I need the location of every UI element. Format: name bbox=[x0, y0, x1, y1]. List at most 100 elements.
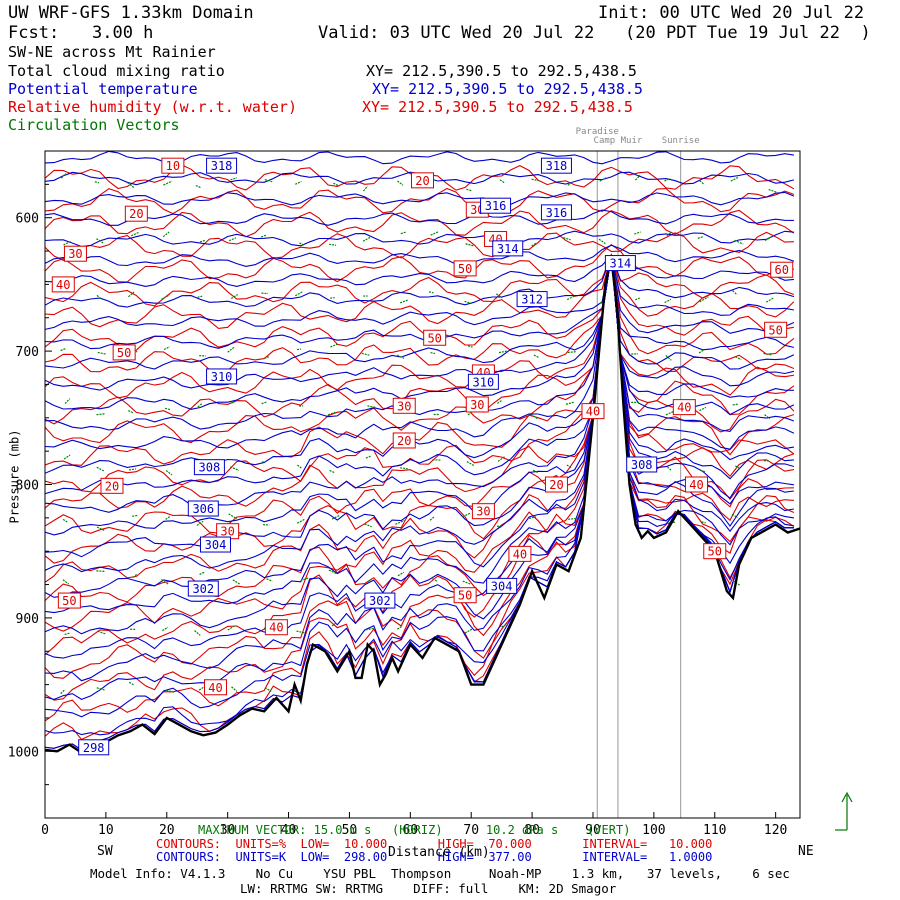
x-tick-label: 40 bbox=[281, 823, 297, 838]
circulation-vector bbox=[199, 571, 206, 576]
physics-info: LW: RRTMG SW: RRTMG DIFF: full KM: 2D Sm… bbox=[240, 881, 617, 896]
circulation-vector bbox=[635, 174, 641, 181]
rh-contour-label-box bbox=[672, 399, 696, 416]
theta-contour-line bbox=[45, 255, 794, 614]
rh-contour-line bbox=[45, 255, 795, 376]
circulation-vector bbox=[162, 231, 170, 238]
theta-contour-label: 310 bbox=[473, 375, 495, 389]
circulation-vector bbox=[96, 238, 104, 244]
theta-contour-label-box bbox=[516, 291, 548, 308]
circulation-vector bbox=[161, 294, 171, 300]
rh-contour-label-box bbox=[100, 477, 124, 494]
theta-contour-label-box bbox=[206, 157, 238, 174]
marker-label: Camp Muir bbox=[594, 136, 643, 146]
rh-contour-label-box bbox=[264, 619, 288, 636]
theta-contour-line bbox=[45, 254, 795, 330]
rh-contour-label-box bbox=[581, 403, 605, 420]
theta-contour-line bbox=[45, 255, 795, 410]
circulation-vector bbox=[464, 300, 473, 305]
circulation-vector bbox=[464, 628, 473, 634]
circulation-vector bbox=[501, 622, 510, 628]
circulation-vector bbox=[165, 515, 171, 520]
circulation-vector bbox=[428, 291, 434, 294]
rh-contour-line bbox=[45, 255, 794, 425]
rh-contour-label-box bbox=[423, 329, 447, 346]
circulation-vector bbox=[194, 630, 201, 636]
circulation-vector bbox=[330, 343, 338, 348]
circulation-vector bbox=[330, 297, 335, 299]
circulation-vector bbox=[132, 573, 138, 578]
circulation-vector bbox=[367, 405, 376, 409]
circulation-vector bbox=[62, 518, 68, 523]
theta-contour-label: 318 bbox=[546, 159, 568, 173]
circulation-vector bbox=[400, 467, 408, 470]
circulation-vector bbox=[432, 578, 438, 583]
circulation-vector bbox=[295, 181, 302, 185]
rh-contour-label-box bbox=[63, 245, 87, 262]
theta-contour-line bbox=[45, 255, 795, 350]
theta-contour-line bbox=[45, 254, 794, 287]
cross-section-title: SW-NE across Mt Rainier bbox=[8, 43, 216, 61]
circulation-vector bbox=[165, 407, 171, 411]
rh-contour-label-box bbox=[508, 545, 532, 562]
theta-contour-label: 302 bbox=[369, 594, 391, 608]
circulation-vector bbox=[97, 351, 107, 355]
circulation-vector bbox=[97, 630, 106, 635]
circulation-vector bbox=[397, 180, 404, 186]
rh-contour-label: 30 bbox=[476, 505, 490, 519]
circulation-vector bbox=[531, 242, 537, 247]
reference-vector-arrow bbox=[835, 791, 853, 831]
theta-contour-label-box bbox=[540, 204, 572, 221]
rh-contour-label: 50 bbox=[62, 594, 76, 608]
theta-contour-label-box bbox=[540, 157, 572, 174]
circulation-vector bbox=[132, 514, 139, 517]
circulation-vector bbox=[331, 622, 337, 627]
circulation-vector bbox=[700, 469, 706, 473]
circulation-vector bbox=[465, 243, 475, 247]
circulation-vector bbox=[327, 411, 336, 416]
circulation-vector bbox=[228, 513, 238, 520]
legend-rh-label: Relative humidity (w.r.t. water) bbox=[8, 98, 297, 116]
forecast-hour: 3.00 h bbox=[92, 23, 154, 43]
circulation-vector bbox=[735, 465, 741, 469]
circulation-vector bbox=[329, 469, 336, 474]
circulation-vector bbox=[128, 681, 134, 686]
rh-contour-label-box bbox=[392, 397, 416, 414]
circulation-vector bbox=[128, 410, 134, 414]
circulation-vector bbox=[195, 184, 201, 189]
circulation-vector bbox=[196, 520, 204, 526]
rh-contour-label: 50 bbox=[117, 346, 131, 360]
theta-contour-label: 304 bbox=[205, 538, 227, 552]
circulation-vector bbox=[699, 296, 709, 303]
theta-contour-label-box bbox=[187, 500, 219, 517]
theta-contour-label: 316 bbox=[485, 199, 507, 213]
theta-contour-line bbox=[45, 191, 795, 206]
circulation-vector bbox=[397, 571, 405, 577]
circulation-vector bbox=[64, 398, 71, 405]
rh-contour-label: 50 bbox=[458, 262, 472, 276]
theta-contour-line bbox=[45, 151, 794, 165]
circulation-vector bbox=[264, 687, 272, 692]
legend-cloud-label: Total cloud mixing ratio bbox=[8, 62, 225, 80]
circulation-vector bbox=[331, 514, 341, 520]
circulation-vector bbox=[333, 182, 340, 187]
circulation-vector bbox=[497, 399, 503, 404]
x-tick-label: 120 bbox=[764, 823, 787, 838]
circulation-vector bbox=[296, 464, 302, 469]
circulation-vector bbox=[533, 354, 539, 358]
rh-contour-label: 40 bbox=[689, 478, 703, 492]
circulation-vector bbox=[96, 294, 102, 300]
circulation-vector bbox=[60, 172, 67, 179]
circulation-vector bbox=[765, 297, 774, 303]
rh-contour-label: 20 bbox=[105, 479, 119, 493]
y-tick-label: 800 bbox=[16, 479, 39, 494]
theta-contour-line bbox=[45, 255, 794, 431]
circulation-vector bbox=[763, 352, 772, 356]
circulation-vector bbox=[429, 516, 435, 521]
circulation-vector bbox=[735, 356, 742, 361]
circulation-vector bbox=[563, 237, 571, 241]
theta-contour-line bbox=[45, 255, 794, 701]
theta-contour-line bbox=[45, 255, 794, 536]
x-axis-title: Distance (km) bbox=[388, 845, 490, 860]
max-vector-text: MAXIMUM VECTOR: 15.0 m s bbox=[198, 823, 372, 837]
